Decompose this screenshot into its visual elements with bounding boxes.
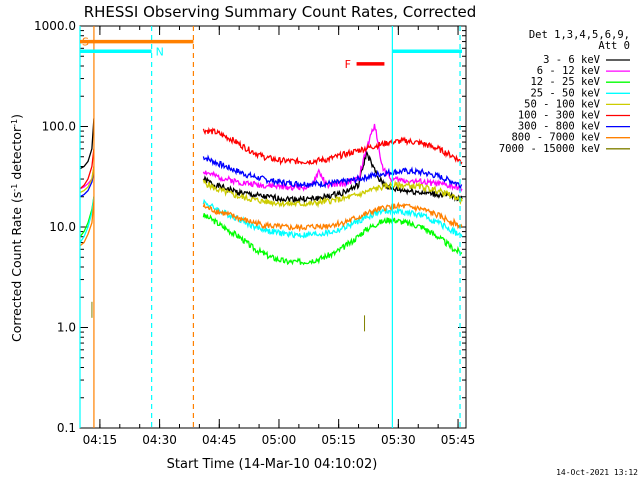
x-tick-label: 04:15 <box>83 433 118 447</box>
y-tick-label: 100.0 <box>42 120 76 134</box>
series-line <box>202 179 463 209</box>
legend-entry-label: 50 - 100 keV <box>524 98 601 110</box>
timestamp-stamp: 14-Oct-2021 13:12 <box>556 468 638 477</box>
state-bar-label: N <box>156 45 164 58</box>
y-axis-label: Corrected Count Rate (s-1 detector-1) <box>9 114 24 342</box>
series-line <box>202 201 463 233</box>
state-overlay: S N F <box>79 26 463 428</box>
x-tick-label: 05:00 <box>262 433 297 447</box>
x-tick-label: 05:15 <box>321 433 356 447</box>
y-tick-label: 1000.0 <box>34 19 76 33</box>
legend-entry-label: 3 - 6 keV <box>543 54 601 66</box>
early-series-line-orange <box>79 201 95 247</box>
series-line <box>202 151 463 204</box>
legend-entry-label: 25 - 50 keV <box>530 87 600 99</box>
early-series-line-red <box>79 148 95 190</box>
legend-header-line-2: Att 0 <box>598 40 630 52</box>
x-tick-label: 05:45 <box>441 433 476 447</box>
legend-entry-label: 300 - 800 keV <box>518 121 601 133</box>
series-group <box>79 118 463 332</box>
x-tick-label: 04:30 <box>142 433 177 447</box>
y-tick-label: 10.0 <box>49 220 76 234</box>
x-tick-label: 05:30 <box>381 433 416 447</box>
chart-title: RHESSI Observing Summary Count Rates, Co… <box>84 3 477 21</box>
state-bar-label: F <box>345 58 351 71</box>
legend-entry-label: 12 - 25 keV <box>530 76 600 88</box>
legend-entry-label: 100 - 300 keV <box>518 110 601 122</box>
legend-header-line-1: Det 1,3,4,5,6,9, <box>529 29 630 41</box>
legend-entry-label: 7000 - 15000 keV <box>499 143 601 155</box>
state-bar-label: S <box>82 36 89 49</box>
legend-entry-label: 800 - 7000 keV <box>511 132 600 144</box>
plot-area: 0.1 1.0 10.0 100.0 1000.0 04:15 04:30 04:45 05:0… <box>34 19 475 447</box>
series-line <box>202 126 463 166</box>
series-line <box>202 213 463 266</box>
x-axis-label: Start Time (14-Mar-10 04:10:02) <box>167 457 378 472</box>
legend-entry-label: 6 - 12 keV <box>537 65 601 77</box>
series-line <box>202 123 463 193</box>
early-series-line-yellow <box>79 166 95 194</box>
early-series-line-cyan <box>79 196 95 243</box>
x-tick-label: 04:45 <box>202 433 237 447</box>
y-tick-label: 0.1 <box>57 421 76 435</box>
y-tick-label: 1.0 <box>57 321 76 335</box>
early-series-line-black <box>79 118 95 170</box>
series-line <box>202 154 463 190</box>
